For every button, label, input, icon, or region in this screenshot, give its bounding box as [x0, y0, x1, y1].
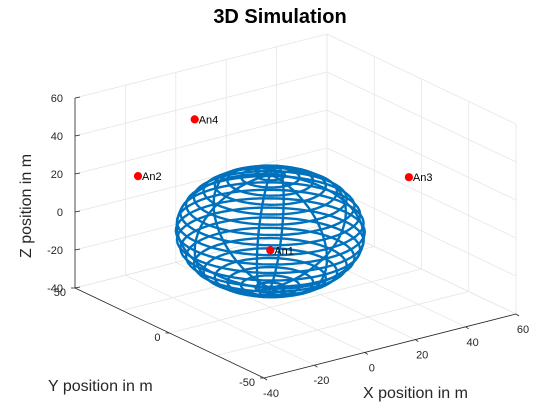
x-tick-label: 40	[466, 337, 478, 349]
x-tick-mark	[465, 326, 469, 330]
x-tick-mark	[314, 364, 318, 368]
grid-line	[326, 109, 517, 201]
x-tick-label: -20	[313, 375, 329, 387]
y-tick-label: 50	[54, 287, 66, 299]
axes-box	[71, 96, 520, 381]
x-axis-label: X position in m	[363, 385, 468, 402]
z-tick-label: -40	[47, 283, 63, 295]
sphere-meridian	[255, 164, 285, 299]
grid-line	[74, 109, 328, 175]
chart-title: 3D Simulation	[213, 6, 347, 28]
x-tick-label: -40	[263, 388, 279, 400]
anchor-label: An4	[199, 114, 219, 126]
grid-line	[74, 147, 328, 213]
x-tick-label: 20	[416, 350, 428, 362]
anchor-marker	[133, 172, 143, 181]
y-tick-label: -50	[239, 377, 255, 389]
grid-line	[326, 147, 517, 239]
x-tick-label: 60	[517, 324, 529, 336]
x-axis-line	[263, 313, 517, 379]
grid-line	[74, 33, 328, 99]
z-tick-label: 20	[51, 169, 63, 181]
x-tick-mark	[414, 339, 419, 342]
anchor-marker	[266, 246, 275, 255]
grid-line	[216, 291, 469, 356]
x-tick-label: 0	[369, 362, 375, 374]
anchor-marker	[404, 173, 413, 182]
grid-lines	[74, 33, 517, 379]
anchor-label: An2	[142, 171, 162, 183]
y-axis-label: Y position in m	[48, 378, 153, 395]
z-tick-label: -20	[47, 245, 63, 257]
z-tick-mark	[74, 210, 81, 213]
z-tick-label: 60	[51, 93, 63, 105]
z-tick-mark	[74, 286, 81, 289]
z-tick-mark	[74, 172, 81, 175]
z-tick-mark	[74, 248, 81, 251]
grid-line	[74, 71, 328, 137]
y-tick-label: 0	[154, 332, 160, 344]
grid-line	[326, 185, 517, 277]
z-tick-mark	[74, 96, 81, 99]
grid-line	[326, 33, 517, 125]
anchor-label: An3	[413, 172, 433, 184]
grid-line	[326, 71, 517, 163]
x-tick-mark	[364, 352, 369, 355]
anchor-points: An1 An2 An3 An4	[133, 114, 433, 257]
grid-line	[326, 223, 517, 315]
anchor-marker	[190, 115, 199, 124]
x-tick-mark	[515, 313, 520, 317]
sphere-mesh	[174, 164, 366, 299]
z-tick-label: 0	[57, 207, 63, 219]
grid-line	[169, 268, 422, 334]
x-tick-mark	[263, 377, 268, 381]
anchor-label: An1	[274, 245, 294, 257]
sphere-meridian	[175, 172, 366, 290]
z-tick-label: 40	[51, 131, 63, 143]
z-tick-mark	[74, 134, 81, 137]
